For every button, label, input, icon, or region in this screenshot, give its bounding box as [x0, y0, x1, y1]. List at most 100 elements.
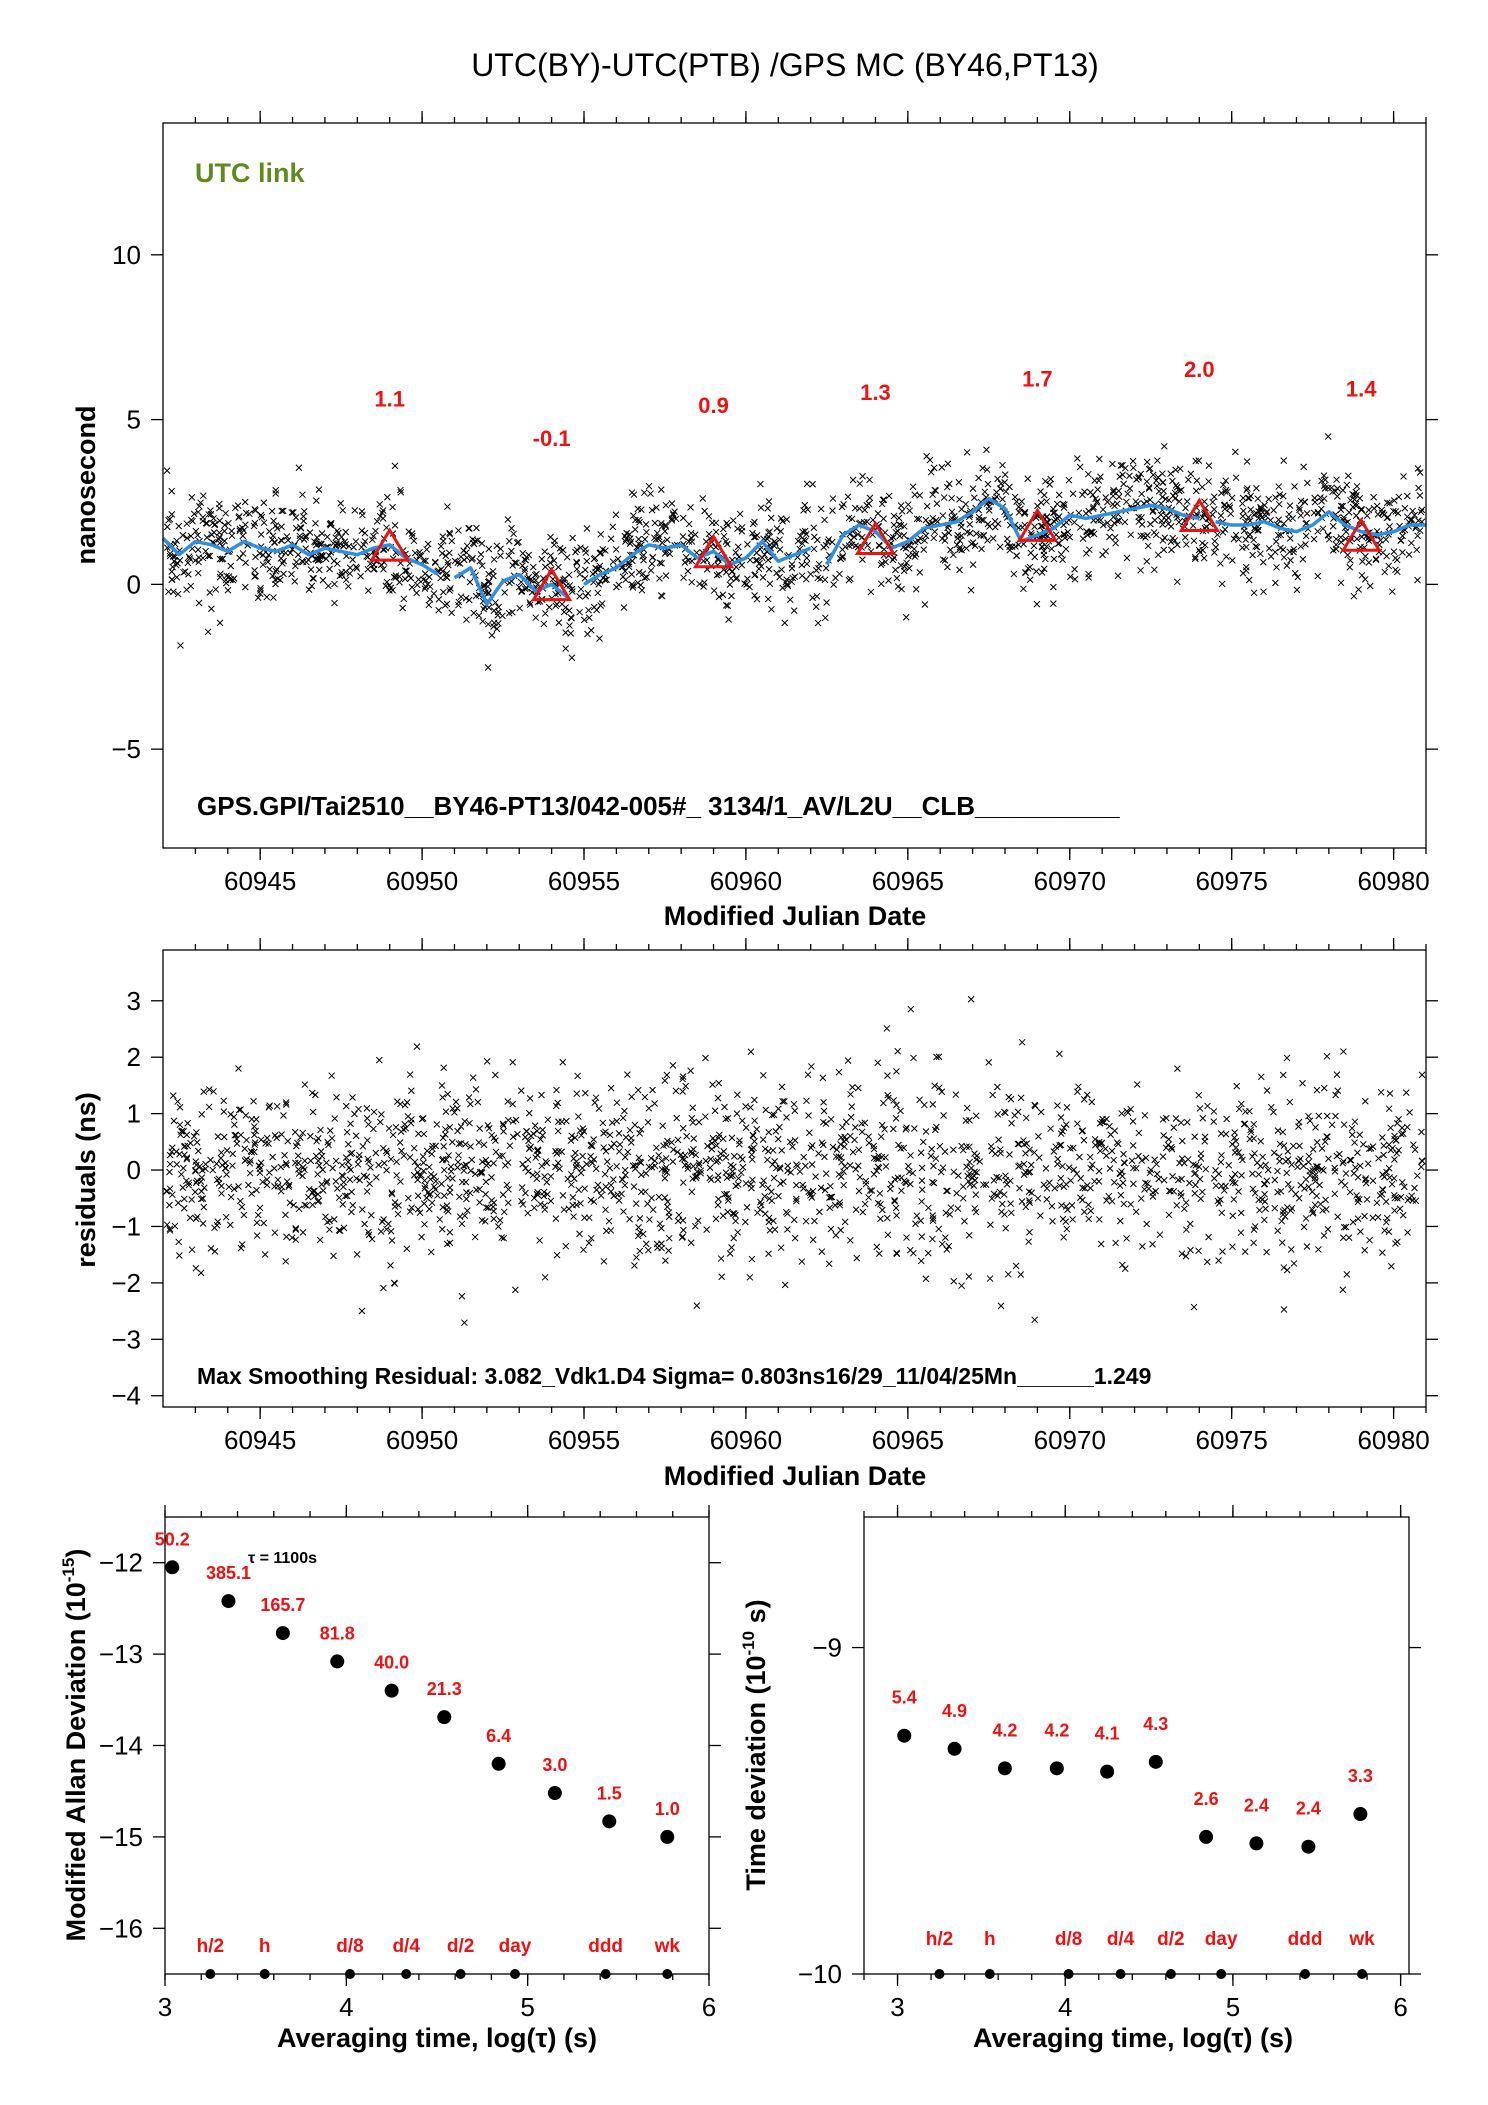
middle-scatter-point — [251, 1131, 258, 1139]
middle-scatter-point — [326, 1127, 334, 1135]
top-scatter-point — [475, 612, 483, 619]
top-scatter-point — [504, 516, 512, 523]
top-scatter-point — [372, 527, 379, 535]
top-scatter-point — [1057, 550, 1065, 558]
top-scatter-point — [1218, 489, 1225, 497]
middle-scatter-point — [1151, 1156, 1159, 1164]
middle-scatter-point — [370, 1108, 378, 1116]
top-scatter-point — [221, 537, 228, 545]
middle-scatter-point — [396, 1139, 404, 1146]
middle-scatter-point — [343, 1128, 351, 1136]
top-scatter-point — [1243, 458, 1251, 465]
middle-scatter-point — [1145, 1185, 1153, 1193]
middle-scatter-point — [730, 1210, 738, 1217]
top-scatter-point — [1319, 525, 1327, 533]
middle-scatter-point — [840, 1181, 848, 1189]
top-scatter-point — [185, 553, 193, 561]
middle-scatter-point — [1278, 1217, 1286, 1225]
top-scatter-point — [199, 554, 207, 562]
middle-scatter-point — [859, 1208, 867, 1216]
middle-scatter-point — [1347, 1156, 1355, 1164]
top-scatter-point — [1037, 522, 1045, 530]
top-scatter-point — [331, 580, 338, 588]
middle-scatter-point — [1014, 1140, 1022, 1148]
top-scatter-point — [867, 588, 875, 596]
middle-scatter-point — [229, 1150, 237, 1158]
middle-scatter-point — [358, 1307, 366, 1315]
top-scatter-point — [1121, 464, 1129, 472]
top-scatter-point — [1126, 485, 1134, 492]
top-triangle-markers: 1.1-0.10.91.31.7 2.01.4 — [369, 357, 1382, 602]
top-scatter-point — [380, 565, 387, 573]
top-scatter-point — [508, 608, 516, 616]
middle-scatter-point — [312, 1152, 320, 1160]
middle-scatter-point — [1205, 1233, 1212, 1241]
middle-scatter-point — [765, 1128, 773, 1136]
top-scatter-point — [1262, 512, 1270, 520]
middle-scatter-point — [351, 1110, 358, 1118]
middle-scatter-point — [348, 1188, 355, 1196]
middle-scatter-point — [592, 1094, 600, 1102]
middle-scatter-point — [1385, 1164, 1393, 1172]
middle-scatter-point — [324, 1218, 331, 1226]
middle-scatter-point — [539, 1126, 546, 1134]
top-scatter-point — [576, 608, 583, 616]
top-scatter-point — [534, 580, 541, 588]
middle-scatter-point — [406, 1208, 414, 1215]
middle-scatter-point — [862, 1177, 870, 1185]
top-scatter-point — [910, 545, 918, 553]
top-scatter-point — [1070, 518, 1078, 526]
middle-scatter-point — [651, 1157, 659, 1165]
top-triangle-marker — [369, 527, 411, 562]
middle-scatter-point — [648, 1194, 655, 1202]
middle-scatter-point — [1067, 1177, 1075, 1184]
middle-scatter-point — [1196, 1105, 1204, 1112]
middle-scatter-point — [215, 1179, 223, 1187]
top-x-tick-label: 60975 — [1196, 866, 1268, 896]
top-scatter-point — [1297, 512, 1305, 519]
top-scatter-point — [401, 567, 409, 574]
middle-scatter-point — [570, 1175, 578, 1183]
top-scatter-point — [1280, 520, 1288, 527]
top-scatter-point — [848, 541, 856, 549]
middle-scatter-point — [332, 1157, 340, 1165]
middle-x-tick-label: 60975 — [1196, 1425, 1268, 1455]
middle-scatter-point — [469, 1074, 477, 1081]
middle-scatter-point — [344, 1158, 352, 1166]
middle-scatter-point — [1132, 1164, 1140, 1172]
top-scatter-point — [488, 631, 496, 639]
middle-scatter-point — [674, 1148, 681, 1156]
top-scatter-point — [1239, 512, 1247, 520]
middle-x-tick-label: 60945 — [224, 1425, 296, 1455]
middle-scatter-point — [1270, 1149, 1278, 1157]
middle-scatter-point — [307, 1157, 315, 1165]
top-scatter-point — [299, 491, 306, 499]
middle-scatter-point — [902, 1126, 910, 1133]
middle-scatter-point — [414, 1162, 422, 1170]
top-scatter-point — [722, 538, 730, 545]
middle-scatter-point — [353, 1175, 360, 1182]
top-scatter-point — [1143, 458, 1151, 466]
middle-scatter-point — [263, 1176, 271, 1184]
middle-scatter-point — [687, 1239, 695, 1247]
top-scatter-point — [1324, 531, 1332, 539]
middle-scatter-point — [490, 1159, 497, 1167]
middle-scatter-point — [1095, 1216, 1103, 1223]
middle-scatter-point — [909, 1169, 917, 1177]
top-scatter-point — [533, 570, 540, 578]
middle-scatter-point — [375, 1161, 383, 1169]
top-scatter-point — [1358, 506, 1365, 514]
middle-scatter-point — [1278, 1239, 1286, 1246]
top-scatter-point — [909, 483, 917, 491]
top-scatter-point — [352, 563, 360, 571]
middle-scatter-point — [806, 1189, 814, 1197]
top-scatter-point — [422, 557, 429, 565]
middle-scatter-point — [1299, 1079, 1306, 1087]
top-scatter-point — [336, 540, 344, 548]
middle-scatter-point — [235, 1183, 242, 1190]
top-scatter-point — [170, 557, 178, 565]
middle-scatter-point — [987, 1221, 994, 1229]
top-scatter-point — [1192, 487, 1200, 495]
middle-scatter-point — [1218, 1209, 1226, 1217]
middle-scatter-point — [820, 1098, 827, 1106]
